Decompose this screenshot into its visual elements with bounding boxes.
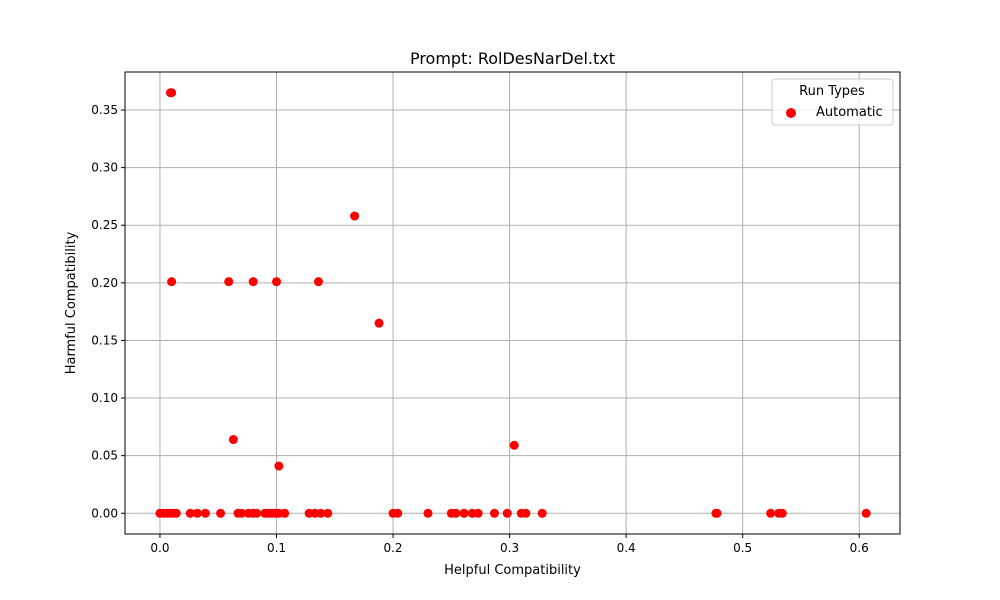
data-point [861,508,871,518]
data-point [171,508,181,518]
data-point [313,277,323,287]
x-tick-label: 0.0 [150,541,169,555]
legend: Run Types Automatic [771,78,894,126]
y-tick-label: 0.30 [91,161,118,175]
data-point [237,508,247,518]
y-tick-label: 0.05 [91,449,118,463]
x-tick-label: 0.2 [383,541,402,555]
data-point [167,277,177,287]
data-point [451,508,461,518]
data-points [155,88,871,518]
data-point [248,277,258,287]
data-point [200,508,210,518]
data-point [766,508,776,518]
data-point [167,88,177,98]
y-tick-label: 0.20 [91,276,118,290]
y-tick-label: 0.10 [91,391,118,405]
data-point [473,508,483,518]
data-point [224,277,234,287]
x-tick-label: 0.6 [850,541,869,555]
data-point [272,277,282,287]
legend-marker-automatic [786,108,796,118]
legend-title: Run Types [799,84,865,99]
y-tick-label: 0.35 [91,103,118,117]
data-point [228,435,238,445]
data-point [323,508,333,518]
data-point [192,508,202,518]
data-point [502,508,512,518]
x-axis-ticks: 0.0 0.1 0.2 0.3 0.4 0.5 0.6 [150,534,869,555]
x-tick-label: 0.3 [500,541,519,555]
y-tick-label: 0.00 [91,506,118,520]
data-point [459,508,469,518]
data-point [393,508,403,518]
data-point [350,211,360,221]
data-point [274,461,284,471]
data-point [489,508,499,518]
data-point [712,508,722,518]
x-axis-label: Helpful Compatibility [444,563,581,578]
data-point [280,508,290,518]
data-point [537,508,547,518]
data-point [777,508,787,518]
y-axis-label: Harmful Compatibility [64,231,79,374]
data-point [509,440,519,450]
chart-title: Prompt: RolDesNarDel.txt [410,49,615,68]
data-point [374,318,384,328]
y-tick-label: 0.15 [91,333,118,347]
x-tick-label: 0.1 [267,541,286,555]
data-point [316,508,326,518]
data-point [521,508,531,518]
y-tick-label: 0.25 [91,218,118,232]
y-axis-ticks: 0.00 0.05 0.10 0.15 0.20 0.25 0.30 0.35 [91,103,125,520]
legend-label-automatic: Automatic [816,105,883,120]
x-tick-label: 0.5 [733,541,752,555]
x-tick-label: 0.4 [617,541,636,555]
legend-frame [771,78,894,126]
data-point [216,508,226,518]
data-point [185,508,195,518]
plot-frame [124,71,901,535]
data-point [423,508,433,518]
data-point [252,508,262,518]
